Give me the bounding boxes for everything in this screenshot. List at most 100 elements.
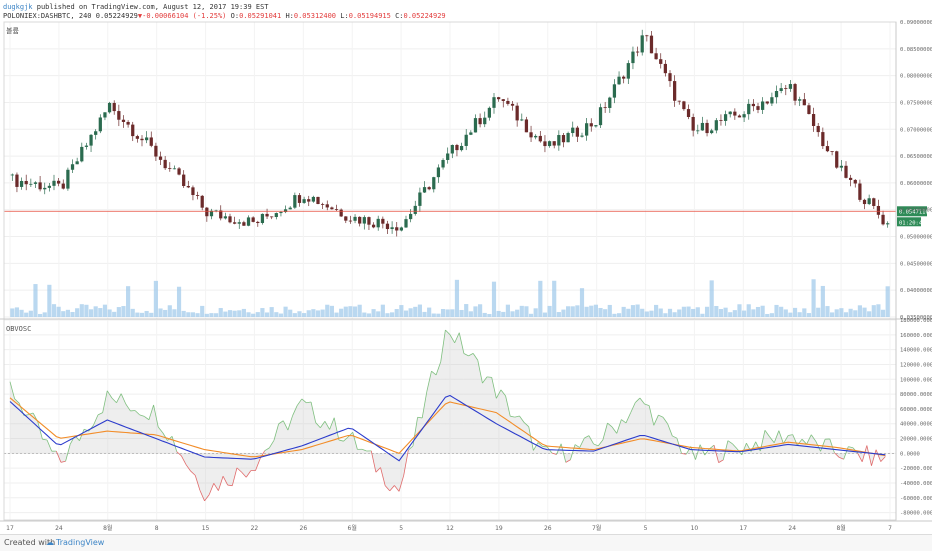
osc-fill (607, 423, 612, 453)
volume-bar (168, 305, 172, 317)
volume-bar (270, 307, 274, 317)
candle-body (395, 227, 398, 230)
candle-body (363, 217, 366, 223)
time-tick-label: 6월 (348, 524, 357, 532)
volume-bar (149, 313, 153, 317)
candle-body (738, 116, 741, 118)
osc-fill (645, 404, 650, 453)
volume-bar (682, 307, 686, 317)
candle-body (696, 130, 699, 131)
osc-fill (617, 420, 622, 454)
volume-bar (742, 311, 746, 317)
volume-bar (89, 309, 93, 317)
volume-bar (154, 281, 158, 317)
candle-body (15, 175, 18, 187)
candle-body (381, 219, 384, 224)
volume-bar (251, 314, 255, 317)
candle-body (270, 216, 273, 217)
volume-bar (19, 310, 23, 317)
candle-body (881, 215, 884, 225)
time-tick-label: 26 (300, 525, 308, 532)
candle-body (701, 123, 704, 130)
volume-bar (640, 309, 644, 317)
volume-bar (209, 313, 213, 317)
volume-bar (886, 286, 890, 317)
candle-body (122, 120, 125, 122)
volume-bar (75, 308, 79, 317)
candle-body (400, 227, 403, 230)
time-tick-label: 24 (788, 525, 796, 532)
volume-bar (534, 308, 538, 317)
osc-fill (61, 453, 66, 462)
time-tick-label: 24 (55, 525, 63, 532)
volume-bar (61, 311, 65, 317)
volume-bar (617, 313, 621, 317)
candle-body (89, 135, 92, 146)
volume-bar (700, 314, 704, 317)
candle-body (826, 146, 829, 151)
candle-body (386, 224, 389, 229)
osc-fill (455, 333, 460, 454)
volume-bar (585, 307, 589, 317)
candle-body (117, 111, 120, 120)
candle-body (631, 52, 634, 63)
candle-body (52, 181, 55, 186)
volume-bar (325, 305, 329, 317)
osc-fill (288, 416, 293, 454)
candle-body (159, 157, 162, 160)
candle-body (520, 119, 523, 120)
volume-bar (103, 305, 107, 317)
volume-bar (529, 314, 533, 317)
volume-bar (24, 313, 28, 317)
candle-body (590, 123, 593, 126)
volume-bar (853, 310, 857, 317)
volume-bar (121, 306, 125, 317)
volume-bar (233, 311, 237, 317)
time-tick-label: 19 (495, 525, 503, 532)
volume-bar (256, 312, 260, 317)
volume-bar (807, 313, 811, 317)
volume-bar (94, 306, 98, 317)
candle-body (613, 84, 616, 97)
candle-body (80, 147, 83, 161)
candle-body (353, 217, 356, 221)
candle-body (817, 126, 820, 132)
volume-bar (654, 305, 658, 317)
candle-body (321, 204, 324, 205)
price-tick-label: 0.04500000 (900, 261, 932, 267)
candle-body (62, 184, 65, 189)
candle-body (576, 128, 579, 137)
candle-body (252, 217, 255, 221)
candle-body (349, 221, 352, 222)
candle-body (854, 180, 857, 184)
volume-bar (84, 305, 88, 317)
candle-body (340, 210, 343, 217)
osc-fill (112, 398, 117, 453)
volume-bar (29, 311, 33, 317)
volume-bar (126, 286, 130, 317)
footer: Created with ☁ TradingView (0, 534, 932, 551)
volume-bar (362, 313, 366, 317)
osc-fill (42, 439, 47, 453)
candle-body (539, 136, 542, 141)
candle-body (747, 104, 750, 114)
candle-body (830, 151, 833, 152)
osc-fill (464, 354, 469, 454)
osc-fill (496, 390, 501, 453)
volume-bar (283, 307, 287, 317)
candle-body (622, 77, 625, 79)
volume-bar (696, 307, 700, 317)
candle-body (497, 97, 500, 99)
candle-body (465, 135, 468, 146)
volume-bar (756, 307, 760, 317)
candle-body (38, 182, 41, 189)
candle-body (177, 168, 180, 174)
candle-body (488, 108, 491, 118)
volume-bar (751, 309, 755, 317)
tradingview-brand[interactable]: TradingView (56, 538, 104, 547)
volume-bar (316, 310, 320, 317)
volume-bar (367, 313, 371, 317)
osc-fill (279, 421, 284, 454)
